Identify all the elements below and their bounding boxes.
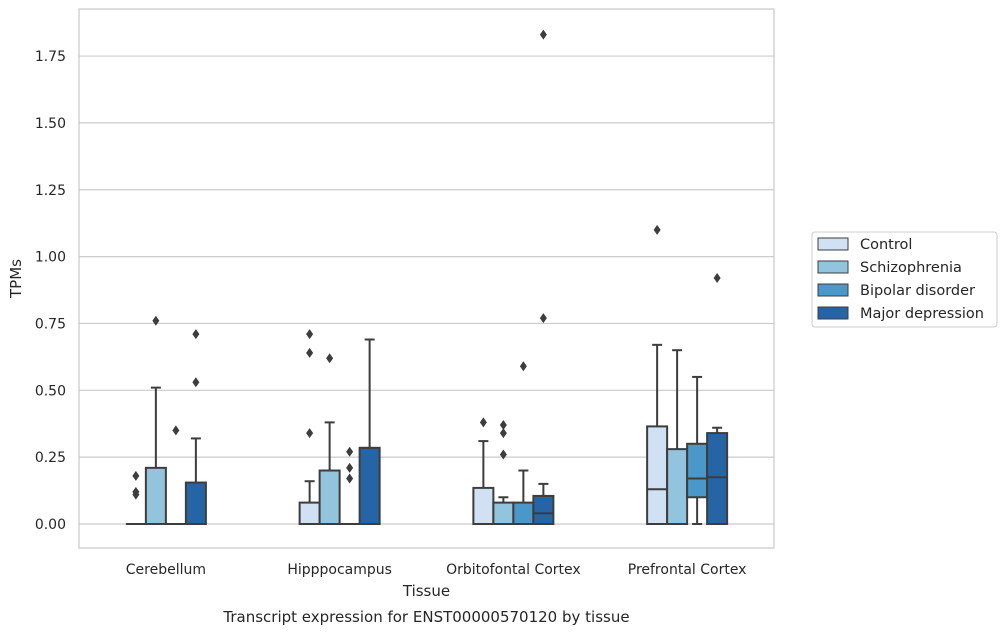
gridlines: [79, 55, 774, 525]
y-axis-label: TPMs: [7, 259, 25, 299]
box-major-depression: [706, 272, 729, 526]
box-schizophrenia: [492, 420, 515, 526]
box-iqr: [298, 501, 321, 526]
box-bipolar-disorder: [165, 425, 186, 525]
y-tick-label: 1.00: [35, 250, 66, 266]
legend-entry-label: Schizophrenia: [860, 260, 962, 276]
outlier-point: [306, 329, 314, 340]
y-tick-label: 0.50: [35, 383, 66, 399]
outlier-point: [192, 377, 200, 388]
legend-swatch: [817, 237, 849, 251]
box-iqr: [358, 446, 381, 525]
legend-swatch: [817, 283, 849, 297]
box-major-depression: [358, 338, 381, 525]
x-tick-label: Prefrontal Cortex: [628, 562, 747, 578]
legend-swatch: [817, 306, 849, 320]
outlier-point: [479, 417, 487, 428]
box-iqr: [472, 486, 495, 525]
box-iqr: [512, 501, 535, 526]
outlier-point: [132, 470, 140, 481]
outlier-point: [539, 313, 547, 324]
box-iqr: [492, 501, 515, 526]
box-iqr: [184, 481, 207, 526]
box-control: [125, 470, 146, 525]
outlier-point: [653, 224, 661, 235]
box-schizophrenia: [666, 349, 689, 525]
box-schizophrenia: [318, 353, 341, 525]
outlier-point: [346, 446, 354, 457]
outlier-point: [499, 449, 507, 460]
y-tick-labels: 0.00 0.25 0.50 0.75 1.00 1.25 1.50 1.75: [35, 49, 66, 533]
outlier-point: [346, 462, 354, 473]
outlier-point: [192, 329, 200, 340]
outlier-point: [306, 347, 314, 358]
outlier-point: [539, 29, 547, 40]
box-control: [298, 329, 321, 526]
box-iqr: [686, 442, 709, 499]
box-major-depression: [184, 329, 207, 526]
y-tick-label: 0.00: [35, 517, 66, 533]
box-iqr: [532, 494, 555, 526]
y-tick-label: 1.25: [35, 183, 66, 199]
box-iqr: [706, 432, 729, 526]
chart-caption: Transcript expression for ENST0000057012…: [222, 608, 629, 626]
box-iqr: [144, 466, 167, 526]
legend-entry-label: Control: [860, 237, 912, 253]
y-tick-label: 1.75: [35, 49, 66, 65]
x-tick-label: Cerebellum: [126, 562, 206, 578]
box-control: [472, 417, 495, 525]
box-groups: [125, 29, 729, 526]
x-tick-label: Orbitofontal Cortex: [446, 562, 581, 578]
box-major-depression: [532, 29, 555, 526]
outlier-point: [519, 361, 527, 372]
box-iqr: [666, 448, 689, 525]
outlier-point: [346, 473, 354, 484]
outlier-point: [499, 428, 507, 439]
box-schizophrenia: [144, 315, 167, 526]
legend-swatch: [817, 260, 849, 274]
legend-frame: [811, 231, 998, 328]
box-bipolar-disorder: [686, 375, 709, 525]
outlier-point: [499, 420, 507, 431]
box-iqr: [318, 469, 341, 525]
x-axis-label: Tissue: [402, 582, 450, 600]
box-bipolar-disorder: [512, 361, 535, 526]
outlier-point: [713, 272, 721, 283]
x-tick-label: Hipppocampus: [287, 562, 392, 578]
outlier-point: [306, 428, 314, 439]
outlier-point: [152, 315, 160, 326]
box-control: [646, 224, 669, 525]
legend: Control Schizophrenia Bipolar disorder Majo…: [811, 231, 998, 328]
y-tick-label: 0.75: [35, 316, 66, 332]
y-tick-label: 0.25: [35, 450, 66, 466]
outlier-point: [326, 353, 334, 364]
outlier-point: [172, 425, 180, 436]
legend-entry-label: Bipolar disorder: [860, 283, 975, 299]
legend-entry-label: Major depression: [860, 306, 984, 322]
box-iqr: [646, 425, 669, 525]
plot-area-frame: [78, 8, 775, 549]
y-tick-label: 1.50: [35, 116, 66, 132]
outlier-point: [132, 489, 140, 500]
x-tick-labels: Cerebellum Hipppocampus Orbitofontal Corte…: [126, 562, 747, 578]
box-bipolar-disorder: [339, 446, 360, 525]
